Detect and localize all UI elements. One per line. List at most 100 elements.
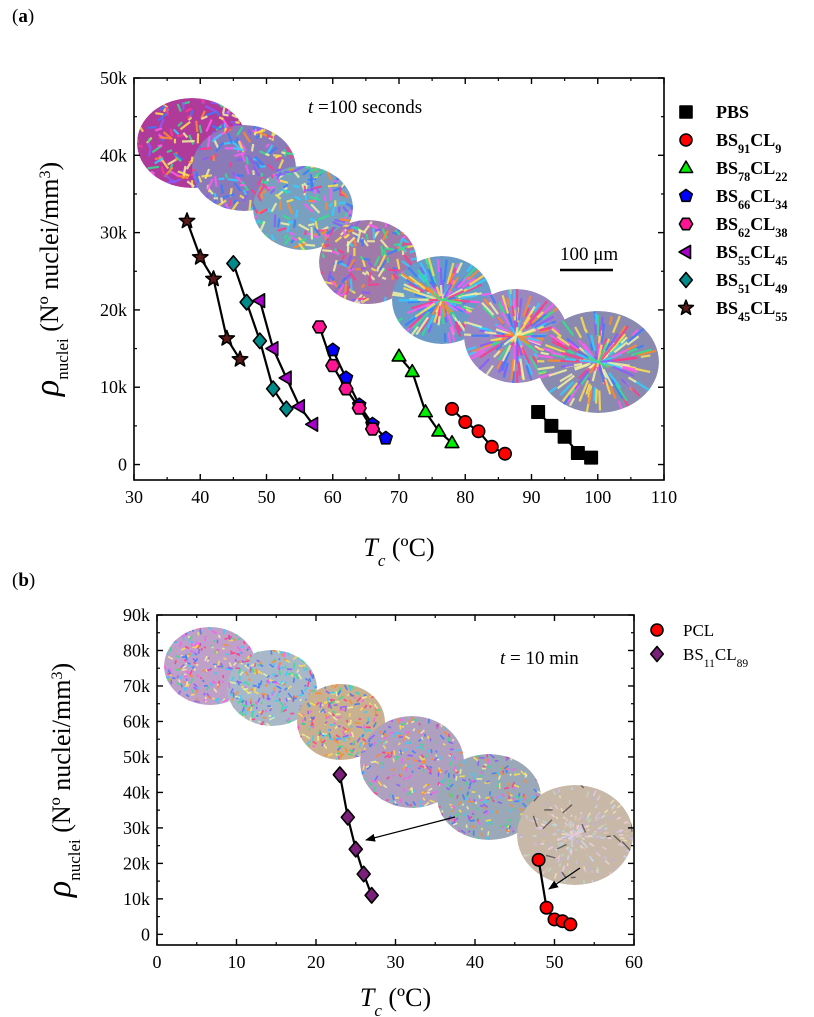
data-point bbox=[531, 852, 546, 867]
legend-label: PBS bbox=[716, 102, 749, 122]
legend-marker bbox=[678, 188, 694, 203]
data-point bbox=[584, 450, 599, 465]
y-tick-label: 70k bbox=[123, 676, 150, 696]
legend-label: BS55CL45 bbox=[716, 242, 788, 268]
micrograph bbox=[537, 311, 659, 413]
series-0 bbox=[531, 852, 578, 932]
data-point bbox=[338, 382, 354, 396]
y-tick-label: 20k bbox=[123, 853, 150, 873]
legend-marker bbox=[679, 133, 693, 147]
data-point bbox=[417, 404, 434, 418]
data-point bbox=[364, 886, 379, 904]
data-point bbox=[444, 434, 460, 449]
data-point bbox=[391, 348, 407, 362]
legend-marker bbox=[678, 160, 694, 174]
x-tick-label: 60 bbox=[324, 487, 342, 507]
legend-label: PCL bbox=[683, 621, 714, 640]
legend-marker bbox=[650, 623, 664, 637]
y-tick-label: 90k bbox=[123, 605, 150, 625]
data-point bbox=[191, 248, 209, 265]
micrograph bbox=[392, 256, 492, 344]
legend-marker bbox=[678, 271, 694, 289]
data-point bbox=[497, 446, 512, 461]
y-tick-label: 50k bbox=[100, 68, 127, 88]
y-tick-label: 60k bbox=[123, 711, 150, 731]
data-point bbox=[404, 363, 420, 378]
legend-label: BS11CL89 bbox=[683, 645, 748, 670]
data-point bbox=[539, 900, 554, 915]
data-point bbox=[458, 415, 473, 430]
series-6 bbox=[226, 254, 294, 418]
data-point bbox=[364, 422, 381, 436]
time-annotation: t = 10 min bbox=[500, 648, 579, 669]
data-point bbox=[252, 332, 268, 350]
x-tick-label: 50 bbox=[546, 952, 564, 972]
data-point bbox=[325, 358, 341, 373]
data-point bbox=[431, 423, 447, 437]
legend-label: BS78CL22 bbox=[716, 158, 788, 184]
data-point bbox=[544, 418, 559, 433]
legend-label: BS51CL49 bbox=[716, 270, 788, 296]
time-annotation: t =100 seconds bbox=[308, 97, 422, 118]
x-tick-label: 10 bbox=[228, 952, 246, 972]
y-axis-label: ρnuclei (Nº nuclei/mm3) bbox=[41, 663, 84, 898]
data-point bbox=[351, 401, 367, 415]
data-point bbox=[265, 380, 281, 398]
series-1 bbox=[332, 766, 379, 904]
data-point bbox=[348, 840, 364, 858]
legend-label: BS66CL34 bbox=[716, 186, 788, 212]
x-axis-label: Tc (ºC) bbox=[363, 533, 434, 570]
series-2 bbox=[391, 348, 460, 449]
pointer-arrow bbox=[548, 867, 581, 890]
x-tick-label: 50 bbox=[258, 487, 276, 507]
y-tick-label: 0 bbox=[141, 924, 150, 944]
data-point bbox=[291, 398, 306, 415]
data-point bbox=[239, 293, 254, 311]
data-point bbox=[265, 340, 279, 357]
legend-label: BS91CL9 bbox=[716, 130, 781, 156]
x-tick-label: 20 bbox=[307, 952, 325, 972]
legend-marker bbox=[677, 299, 695, 316]
y-tick-label: 30k bbox=[100, 223, 127, 243]
data-point bbox=[563, 917, 578, 932]
series-0 bbox=[531, 404, 599, 465]
legend-marker bbox=[678, 244, 692, 260]
y-tick-label: 20k bbox=[100, 300, 127, 320]
x-tick-label: 110 bbox=[651, 487, 677, 507]
data-point bbox=[356, 865, 372, 883]
micrograph bbox=[360, 716, 464, 808]
panel-letter-a: (a) bbox=[12, 6, 35, 27]
panel-letter-b: (b) bbox=[12, 570, 36, 591]
x-tick-label: 40 bbox=[466, 952, 484, 972]
series-3 bbox=[325, 342, 394, 445]
scale-bar-label: 100 μm bbox=[560, 244, 618, 265]
y-tick-label: 30k bbox=[123, 818, 150, 838]
y-tick-label: 10k bbox=[123, 889, 150, 909]
series-5 bbox=[251, 293, 319, 432]
data-point bbox=[484, 439, 499, 454]
y-tick-label: 10k bbox=[100, 377, 127, 397]
legend: PCL BS11CL89 bbox=[649, 621, 748, 670]
x-axis-label: Tc (ºC) bbox=[360, 983, 431, 1017]
x-tick-label: 60 bbox=[625, 952, 643, 972]
data-point bbox=[279, 400, 294, 418]
legend-marker bbox=[678, 217, 694, 231]
data-point bbox=[251, 293, 266, 309]
y-tick-label: 40k bbox=[123, 782, 150, 802]
micrograph bbox=[192, 125, 296, 211]
x-tick-label: 30 bbox=[387, 952, 405, 972]
data-point bbox=[557, 429, 572, 444]
x-tick-label: 30 bbox=[125, 487, 143, 507]
legend: PBS BS91CL9BS78CL22BS66CL34BS62CL38BS55CL… bbox=[677, 102, 788, 324]
data-point bbox=[205, 270, 222, 287]
data-point bbox=[340, 808, 356, 826]
series-4 bbox=[311, 320, 381, 436]
data-point bbox=[444, 401, 459, 416]
x-tick-label: 90 bbox=[523, 487, 541, 507]
y-axis-label: ρnuclei (Nº nuclei/mm3) bbox=[29, 162, 72, 397]
data-point bbox=[218, 329, 236, 346]
chart-panel-a: 30 40 50 60 70 80 90 100 110 0 10k 20k 30k 40k 50k Tc (… bbox=[29, 68, 788, 570]
data-point bbox=[311, 320, 328, 334]
data-point bbox=[570, 445, 585, 460]
